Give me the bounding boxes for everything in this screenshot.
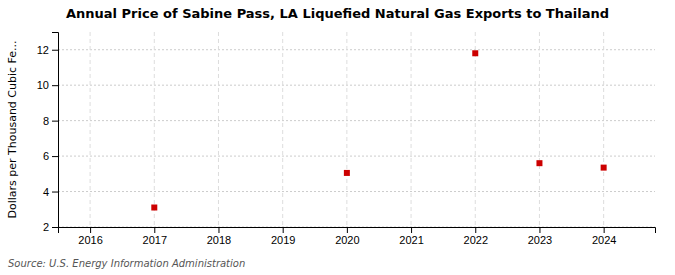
tick-label: 2017 — [143, 234, 167, 246]
tick-mark — [154, 227, 155, 233]
tick-label: 2021 — [399, 234, 423, 246]
tick-label: 2019 — [271, 234, 295, 246]
tick: 10 — [37, 79, 58, 91]
tick-mark — [52, 85, 58, 86]
points — [151, 50, 606, 210]
tick-label: 2018 — [207, 234, 231, 246]
tick-label: 2020 — [335, 234, 359, 246]
tick: 2018 — [207, 227, 231, 246]
point — [344, 170, 350, 176]
tick-mark — [52, 156, 58, 157]
tick-label: 10 — [37, 79, 49, 91]
tick: 8 — [43, 115, 58, 127]
plot: 2016 2017 2018 2019 2020 2021 2022 2023 2024 2 4 6 8… — [37, 32, 656, 246]
x-grid-line — [218, 32, 219, 227]
tick: 2021 — [399, 227, 423, 246]
point — [151, 205, 157, 211]
y-grid-line — [58, 85, 655, 86]
tick-mark — [475, 227, 476, 233]
tick: 2022 — [464, 227, 488, 246]
tick: 2016 — [78, 227, 102, 246]
tick-mark — [539, 227, 540, 233]
tick-mark — [52, 50, 58, 51]
x-grid-line — [539, 32, 540, 227]
tick-mark — [52, 121, 58, 122]
tick-mark — [52, 227, 58, 228]
tick: 4 — [43, 186, 58, 198]
x-grid-line — [282, 32, 283, 227]
x-grid-line — [603, 32, 604, 227]
title: Annual Price of Sabine Pass, LA Liquefie… — [66, 6, 609, 21]
y-grid-line — [58, 49, 655, 50]
x-grid-line — [475, 32, 476, 227]
tick-label: 2016 — [78, 234, 102, 246]
y-axis: 2 4 6 8 10 12 — [37, 33, 59, 234]
tick-mark — [604, 227, 605, 233]
tick-mark — [218, 227, 219, 233]
y-grid-line — [58, 156, 655, 157]
x-grid-line — [154, 32, 155, 227]
tick: 2019 — [271, 227, 295, 246]
axis-line — [52, 33, 59, 228]
tick-mark — [90, 227, 91, 233]
tick: 2 — [43, 221, 58, 233]
tick: 2023 — [528, 227, 552, 246]
x-grid-line — [346, 32, 347, 227]
tick: 2024 — [592, 227, 616, 246]
tick-label: 12 — [37, 44, 49, 56]
point — [472, 50, 478, 56]
source: Source: U.S. Energy Information Administ… — [8, 258, 245, 269]
grid — [58, 32, 655, 227]
x-grid-line — [90, 32, 91, 227]
tick: 6 — [43, 150, 58, 162]
y-grid-line — [58, 191, 655, 192]
tick: 2017 — [143, 227, 167, 246]
tick-label: 2023 — [528, 234, 552, 246]
y-grid-line — [58, 120, 655, 121]
y-axis-title: Dollars per Thousand Cubic Fe... — [6, 40, 19, 218]
axis-line — [59, 228, 656, 234]
tick-label: 2024 — [592, 234, 616, 246]
tick: 2020 — [335, 227, 359, 246]
tick-label: 4 — [43, 186, 49, 198]
tick-mark — [347, 227, 348, 233]
tick: 12 — [37, 44, 58, 56]
tick-label: 2022 — [464, 234, 488, 246]
x-axis: 2016 2017 2018 2019 2020 2021 2022 2023 2024 — [59, 227, 656, 246]
point — [536, 160, 542, 166]
tick-label: 2 — [43, 221, 49, 233]
tick-mark — [283, 227, 284, 233]
tick-label: 6 — [43, 150, 49, 162]
point — [601, 165, 607, 171]
x-grid-line — [411, 32, 412, 227]
chart: 2016 2017 2018 2019 2020 2021 2022 2023 2024 2 4 6 8… — [0, 0, 675, 275]
tick-label: 8 — [43, 115, 49, 127]
tick-mark — [411, 227, 412, 233]
tick-mark — [52, 192, 58, 193]
